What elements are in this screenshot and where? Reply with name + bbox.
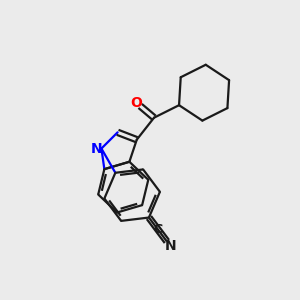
Text: O: O bbox=[130, 95, 142, 110]
Text: N: N bbox=[90, 142, 102, 155]
Text: C: C bbox=[154, 223, 163, 236]
Text: N: N bbox=[165, 239, 176, 253]
